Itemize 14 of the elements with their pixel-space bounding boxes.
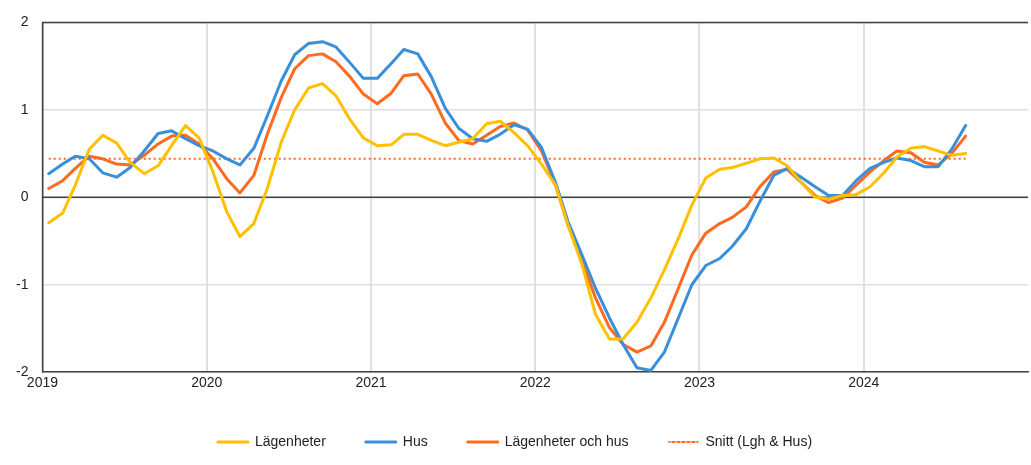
legend-label: Hus: [402, 432, 428, 449]
x-tick-label: 2023: [683, 374, 716, 391]
legend-label: Snitt (Lgh & Hus): [705, 432, 813, 449]
x-tick-label: 2021: [355, 374, 387, 391]
y-tick-label: 1: [20, 100, 29, 117]
x-tick-label: 2024: [848, 374, 880, 391]
legend-label: Lägenheter: [254, 432, 327, 449]
y-tick-label: 2: [20, 13, 29, 30]
x-tick-label: 2022: [519, 374, 551, 391]
x-tick-label: 2019: [26, 374, 59, 391]
legend-label: Lägenheter och hus: [504, 432, 629, 449]
x-tick-label: 2020: [191, 374, 223, 391]
y-tick-label: -1: [16, 275, 29, 292]
y-tick-label: 0: [20, 188, 29, 205]
